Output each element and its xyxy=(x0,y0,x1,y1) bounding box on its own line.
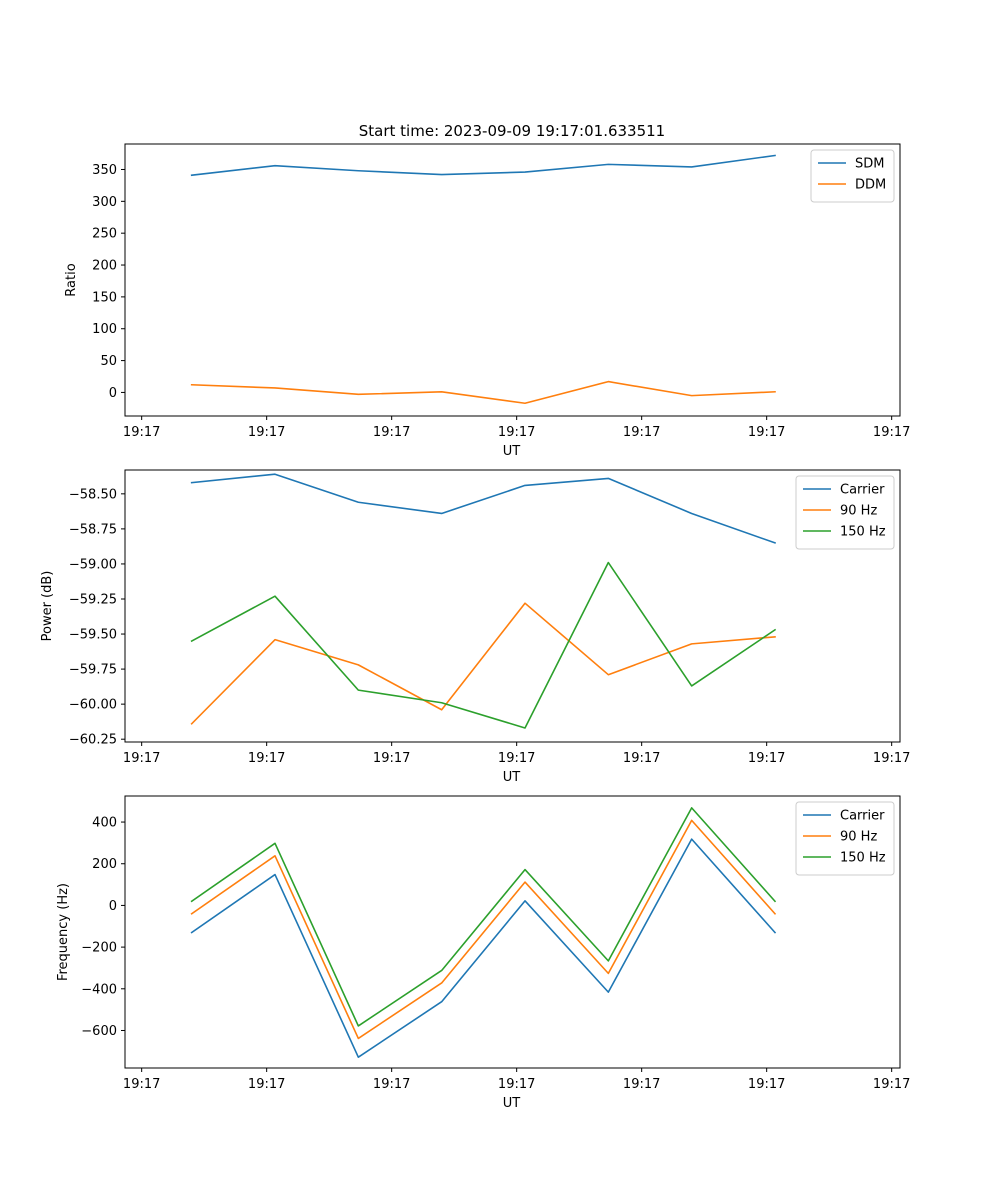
axes-panel-2: 19:17 19:17 19:17 19:17 19:17 19:17 19:17 −58.5… xyxy=(40,469,910,785)
chart-title: Start time: 2023-09-09 19:17:01.633511 xyxy=(359,122,665,140)
y-tick-label: 400 xyxy=(92,816,117,831)
x-tick-label: 19:17 xyxy=(498,1077,535,1092)
x-tick-label: 19:17 xyxy=(248,751,285,766)
x-tick-label: 19:17 xyxy=(623,1077,660,1092)
axes-frame xyxy=(124,469,901,743)
x-tick-label: 19:17 xyxy=(123,751,160,766)
y-tick-label: −60.25 xyxy=(69,733,117,748)
y-tick-label: 200 xyxy=(92,857,117,872)
legend: SDM DDM xyxy=(810,149,895,203)
legend-label-carrier: Carrier xyxy=(840,809,885,824)
axes-frame xyxy=(124,143,901,417)
x-axis-label: UT xyxy=(503,1096,521,1111)
axes-panel-3: 19:17 19:17 19:17 19:17 19:17 19:17 19:17 400 20… xyxy=(56,795,910,1111)
y-tick-label: 150 xyxy=(92,290,117,305)
y-tick-label: −60.00 xyxy=(69,698,117,713)
series-line-90-hz xyxy=(190,602,776,725)
x-tick-label: 19:17 xyxy=(123,1077,160,1092)
axes-panel-1: 19:17 19:17 19:17 19:17 19:17 19:17 19:17 0 50 10… xyxy=(64,143,910,459)
y-tick-label: −600 xyxy=(81,1024,117,1039)
x-tick-label: 19:17 xyxy=(623,751,660,766)
y-tick-label: 250 xyxy=(92,227,117,242)
legend-label-90-hz: 90 Hz xyxy=(840,830,877,845)
y-axis-label: Ratio xyxy=(64,263,79,296)
legend: Carrier 90 Hz 150 Hz xyxy=(795,475,895,550)
series-line-150-hz xyxy=(190,807,777,1027)
y-axis-label: Frequency (Hz) xyxy=(56,883,71,981)
y-tick-label: 0 xyxy=(109,386,117,401)
x-tick-label: 19:17 xyxy=(873,751,910,766)
y-tick-label: −58.50 xyxy=(69,487,117,502)
legend-label-150-hz: 150 Hz xyxy=(840,851,886,866)
axes-container: 19:17 19:17 19:17 19:17 19:17 19:17 19:17 0 50 10… xyxy=(40,143,910,1111)
series-line-150-hz xyxy=(190,561,777,729)
y-tick-label: −400 xyxy=(81,982,117,997)
x-tick-label: 19:17 xyxy=(498,425,535,440)
y-tick-label: 50 xyxy=(100,354,117,369)
y-axis-label: Power (dB) xyxy=(40,571,55,642)
x-tick-label: 19:17 xyxy=(873,425,910,440)
legend-label-90-hz: 90 Hz xyxy=(840,504,877,519)
y-tick-label: 100 xyxy=(92,322,117,337)
y-tick-label: −59.75 xyxy=(69,663,117,678)
y-tick-label: −58.75 xyxy=(69,522,117,537)
x-tick-label: 19:17 xyxy=(373,751,410,766)
x-tick-label: 19:17 xyxy=(498,751,535,766)
y-tick-label: −59.50 xyxy=(69,628,117,643)
x-tick-label: 19:17 xyxy=(123,425,160,440)
y-tick-label: −200 xyxy=(81,941,117,956)
x-axis-label: UT xyxy=(503,770,521,785)
legend-label-sdm: SDM xyxy=(855,157,884,172)
x-tick-label: 19:17 xyxy=(373,1077,410,1092)
x-tick-label: 19:17 xyxy=(748,1077,785,1092)
legend-label-150-hz: 150 Hz xyxy=(840,525,886,540)
axes-frame xyxy=(124,795,901,1069)
x-tick-label: 19:17 xyxy=(373,425,410,440)
x-tick-label: 19:17 xyxy=(623,425,660,440)
y-tick-label: 350 xyxy=(92,163,117,178)
y-tick-label: −59.25 xyxy=(69,592,117,607)
y-tick-label: −59.00 xyxy=(69,557,117,572)
x-tick-label: 19:17 xyxy=(748,425,785,440)
x-tick-label: 19:17 xyxy=(248,425,285,440)
series-line-carrier xyxy=(190,838,777,1058)
x-tick-label: 19:17 xyxy=(248,1077,285,1092)
legend-label-ddm: DDM xyxy=(855,178,886,193)
series-line-sdm xyxy=(190,154,776,177)
series-line-carrier xyxy=(190,473,777,544)
series-line-90-hz xyxy=(190,819,777,1040)
x-tick-label: 19:17 xyxy=(748,751,785,766)
x-tick-label: 19:17 xyxy=(873,1077,910,1092)
legend-label-carrier: Carrier xyxy=(840,483,885,498)
y-tick-label: 200 xyxy=(92,259,117,274)
series-line-ddm xyxy=(190,380,776,405)
y-tick-label: 0 xyxy=(109,899,117,914)
y-tick-label: 300 xyxy=(92,195,117,210)
x-axis-label: UT xyxy=(503,444,521,459)
legend: Carrier 90 Hz 150 Hz xyxy=(795,801,895,876)
